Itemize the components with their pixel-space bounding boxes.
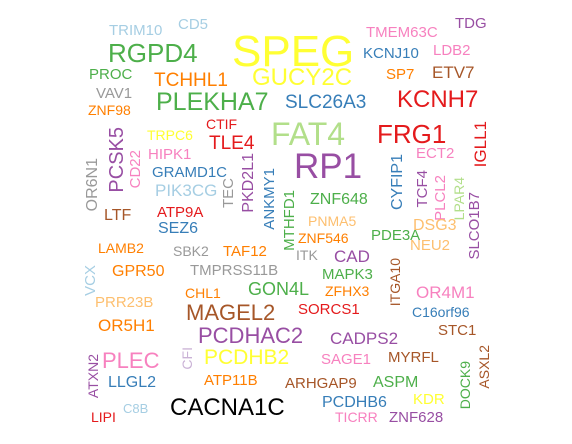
word-plcl2: PLCL2 <box>432 175 449 221</box>
word-sage1: SAGE1 <box>321 351 372 368</box>
word-pik3cg: PIK3CG <box>155 181 218 200</box>
word-gramd1c: GRAMD1C <box>152 164 228 181</box>
word-cad: CAD <box>334 247 370 266</box>
word-gpr50: GPR50 <box>112 263 165 280</box>
word-atxn2: ATXN2 <box>85 354 101 399</box>
word-sp7: SP7 <box>386 66 415 83</box>
word-llgl2: LLGL2 <box>108 374 157 391</box>
word-pde3a: PDE3A <box>371 227 421 244</box>
word-tle4: TLE4 <box>209 133 255 154</box>
word-cacna1c: CACNA1C <box>170 394 285 421</box>
word-pnma5: PNMA5 <box>308 213 357 229</box>
word-gucy2c: GUCY2C <box>252 64 353 91</box>
word-tcf4: TCF4 <box>414 170 431 208</box>
word-c8b: C8B <box>123 401 149 416</box>
word-znf98: ZNF98 <box>88 102 131 118</box>
word-mapk3: MAPK3 <box>322 266 373 283</box>
word-atp11b: ATP11B <box>204 372 258 389</box>
word-frg1: FRG1 <box>377 119 447 149</box>
word-ltf: LTF <box>104 207 132 224</box>
word-etv7: ETV7 <box>432 63 475 82</box>
word-tchhl1: TCHHL1 <box>154 70 228 91</box>
word-lipi: LIPI <box>91 409 116 425</box>
word-or6n1: OR6N1 <box>84 158 101 212</box>
word-pkd2l1: PKD2L1 <box>240 153 257 213</box>
word-prr23b: PRR23B <box>95 294 154 311</box>
word-pcdhac2: PCDHAC2 <box>198 323 304 348</box>
word-tdg: TDG <box>455 15 487 32</box>
word-ctif: CTIF <box>206 116 238 132</box>
word-ldb2: LDB2 <box>433 42 471 59</box>
word-vcx: VCX <box>82 265 99 296</box>
word-itga10: ITGA10 <box>387 258 403 307</box>
word-kdr: KDR <box>413 391 445 408</box>
word-znf648: ZNF648 <box>310 191 368 208</box>
word-plekha7: PLEKHA7 <box>156 88 269 116</box>
word-pcsk5: PCSK5 <box>106 127 128 193</box>
word-trim10: TRIM10 <box>109 22 163 39</box>
word-sbk2: SBK2 <box>173 243 209 259</box>
word-chl1: CHL1 <box>185 285 221 301</box>
word-gon4l: GON4L <box>248 279 310 299</box>
word-znf628: ZNF628 <box>389 409 444 426</box>
word-cfi: CFI <box>179 347 195 370</box>
word-plec: PLEC <box>102 348 160 373</box>
word-tmprss11b: TMPRSS11B <box>190 262 279 279</box>
word-or5h1: OR5H1 <box>98 316 155 335</box>
word-igll1: IGLL1 <box>471 121 490 168</box>
word-cyfip1: CYFIP1 <box>389 154 406 211</box>
word-proc: PROC <box>89 66 133 83</box>
word-myrfl: MYRFL <box>388 349 439 366</box>
word-tec: TEC <box>220 178 237 208</box>
word-neu2: NEU2 <box>410 237 451 254</box>
word-dsg3: DSG3 <box>413 217 457 234</box>
word-sorcs1: SORCS1 <box>298 301 360 318</box>
word-speg: SPEG <box>232 27 355 76</box>
word-magel2: MAGEL2 <box>186 300 276 325</box>
word-atp9a: ATP9A <box>157 204 204 221</box>
word-cadps2: CADPS2 <box>330 329 399 348</box>
word-slc26a3: SLC26A3 <box>285 92 367 113</box>
word-znf546: ZNF546 <box>298 230 349 246</box>
word-c16orf96: C16orf96 <box>412 304 470 320</box>
word-slco1b7: SLCO1B7 <box>466 192 483 260</box>
word-hipk1: HIPK1 <box>148 146 192 163</box>
word-ect2: ECT2 <box>416 145 455 162</box>
word-or4m1: OR4M1 <box>416 283 475 302</box>
word-pcdhb6: PCDHB6 <box>322 394 387 411</box>
word-vav1: VAV1 <box>96 85 133 102</box>
word-pcdhb2: PCDHB2 <box>204 346 290 369</box>
word-dock9: DOCK9 <box>457 361 473 410</box>
word-arhgap9: ARHGAP9 <box>285 375 357 392</box>
word-fat4: FAT4 <box>271 116 346 152</box>
word-tmem63c: TMEM63C <box>366 24 438 41</box>
word-asxl2: ASXL2 <box>476 345 492 389</box>
word-kcnh7: KCNH7 <box>397 86 479 113</box>
word-rp1: RP1 <box>294 147 363 186</box>
word-ticrr: TICRR <box>335 409 378 425</box>
word-aspm: ASPM <box>373 374 419 391</box>
word-cd5: CD5 <box>178 16 209 33</box>
word-cd22: CD22 <box>127 150 144 189</box>
word-stc1: STC1 <box>438 322 477 339</box>
word-kcnj10: KCNJ10 <box>363 45 419 62</box>
word-taf12: TAF12 <box>223 243 267 260</box>
word-lpar4: LPAR4 <box>451 177 467 221</box>
word-ankmy1: ANKMY1 <box>261 168 278 230</box>
word-sez6: SEZ6 <box>158 220 199 237</box>
word-mthfd1: MTHFD1 <box>281 190 298 251</box>
word-lamb2: LAMB2 <box>98 240 144 256</box>
word-zfhx3: ZFHX3 <box>325 283 370 299</box>
word-itk: ITK <box>296 247 318 263</box>
word-rgpd4: RGPD4 <box>108 38 198 68</box>
word-trpc6: TRPC6 <box>147 127 193 143</box>
